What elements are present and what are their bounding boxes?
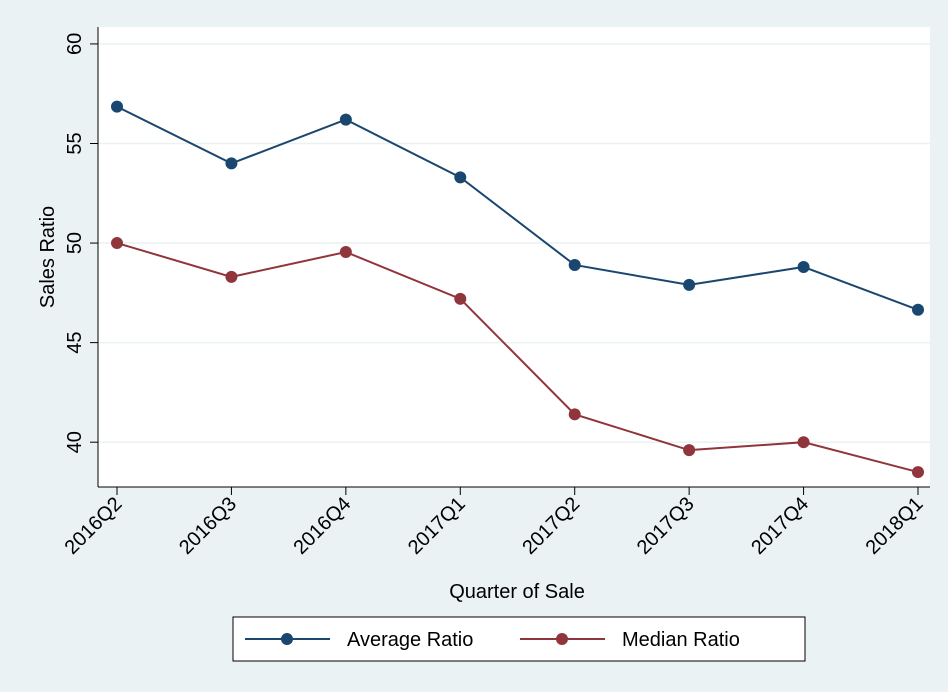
y-tick-label: 60 (64, 33, 86, 55)
legend-marker (556, 633, 568, 645)
data-point (912, 303, 924, 316)
data-point (225, 157, 238, 170)
data-point (568, 408, 581, 421)
y-tick-label: 40 (64, 431, 86, 453)
data-point (797, 436, 810, 449)
data-point (797, 260, 810, 273)
data-point (683, 444, 696, 457)
y-tick-label: 50 (64, 232, 86, 254)
y-tick-label: 55 (64, 132, 86, 154)
plot-area (98, 27, 930, 487)
data-point (912, 466, 924, 479)
series-line (116, 105, 919, 311)
legend-label: Average Ratio (347, 629, 473, 651)
data-point (568, 258, 581, 271)
legend-marker (281, 633, 293, 645)
data-point (339, 113, 352, 126)
legend-label: Median Ratio (622, 629, 740, 651)
data-point (454, 171, 467, 184)
data-point (454, 292, 467, 305)
data-point (111, 100, 123, 113)
series-line (116, 242, 919, 474)
x-axis-title: Quarter of Sale (449, 581, 585, 603)
data-point (683, 278, 696, 291)
y-tick-label: 45 (64, 332, 86, 354)
data-point (111, 237, 123, 250)
data-point (225, 270, 238, 283)
data-point (339, 246, 352, 259)
y-axis-title: Sales Ratio (37, 206, 59, 308)
